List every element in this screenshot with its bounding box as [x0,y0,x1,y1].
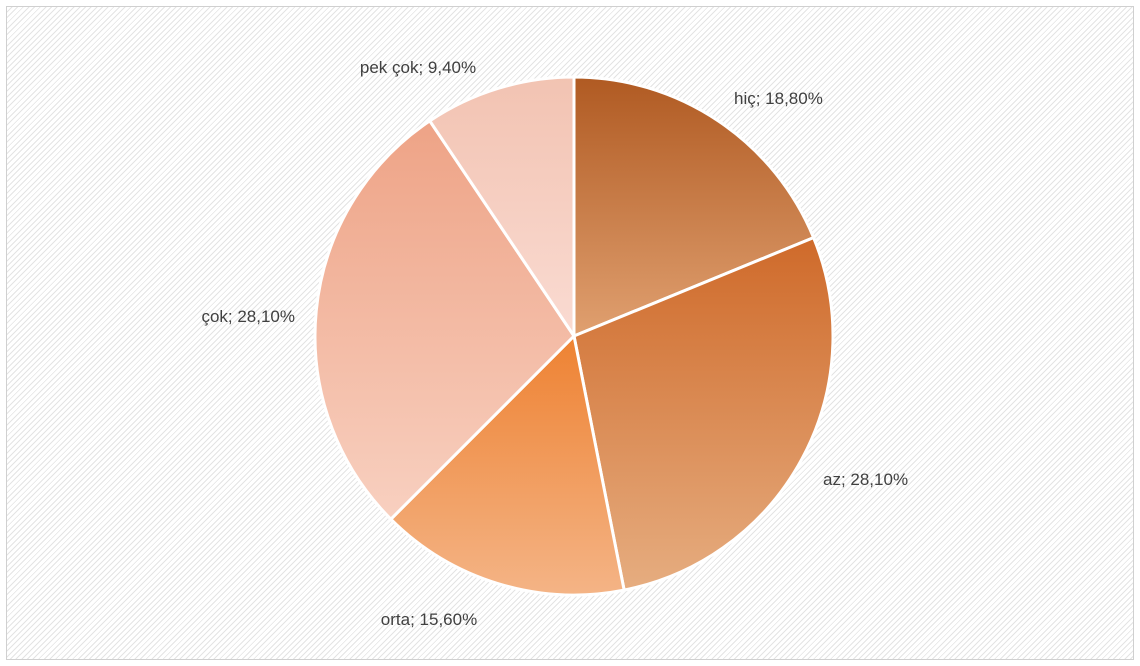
data-label-pek-cok: pek çok; 9,40% [360,58,476,77]
pie-labels: hiç; 18,80% az; 28,10% orta; 15,60% çok;… [201,58,908,629]
data-label-orta: orta; 15,60% [381,610,477,629]
pie-slice-az [572,236,835,592]
pie-slices [313,75,835,597]
pie-slice-orta [389,334,626,597]
pie-slice-cok [313,119,576,521]
data-label-hic: hiç; 18,80% [734,89,823,108]
pie-slice-hic [572,75,816,338]
pie-chart: hiç; 18,80% az; 28,10% orta; 15,60% çok;… [201,58,908,629]
chart-area: hiç; 18,80% az; 28,10% orta; 15,60% çok;… [6,6,1134,660]
pie-slice-pek-cok [428,75,576,338]
data-label-az: az; 28,10% [823,470,908,489]
data-label-cok: çok; 28,10% [201,307,295,326]
